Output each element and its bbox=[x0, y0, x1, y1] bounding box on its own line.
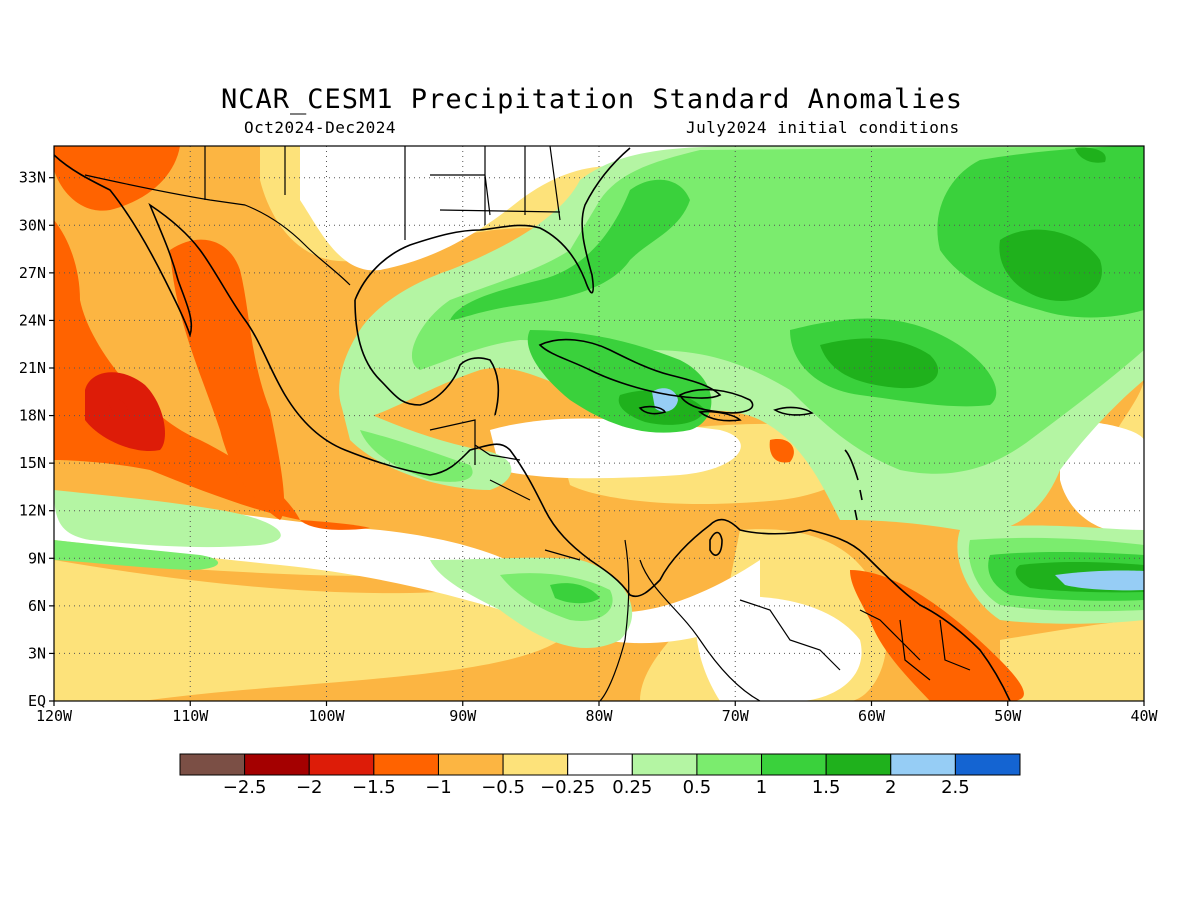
lat-tick-label: 18N bbox=[19, 407, 46, 425]
colorbar-swatch bbox=[502, 753, 569, 776]
lat-tick-label: 3N bbox=[28, 644, 46, 662]
colorbar-swatch bbox=[373, 753, 439, 776]
lat-tick-label: 9N bbox=[28, 549, 46, 567]
colorbar-label: 0.25 bbox=[612, 777, 652, 798]
latitude-axis: 33N 30N 27N 24N 21N 18N 15N 12N 9N 6N 3N EQ bbox=[19, 169, 54, 710]
anomaly-field bbox=[54, 146, 1144, 701]
lat-tick-label: EQ bbox=[28, 692, 46, 710]
lon-tick-label: 70W bbox=[722, 707, 750, 725]
anomaly-band-orange bbox=[300, 520, 370, 530]
colorbar-label: 2 bbox=[885, 777, 896, 798]
lon-tick-label: 100W bbox=[308, 707, 345, 725]
longitude-axis: 120W 110W 100W 90W 80W 70W 60W 50W 40W bbox=[36, 701, 1159, 725]
map-gridlines bbox=[54, 146, 1144, 701]
colorbar-label: −0.25 bbox=[540, 777, 595, 798]
colorbar-label: −2 bbox=[296, 777, 323, 798]
anomaly-band-light-green bbox=[54, 490, 281, 548]
anomaly-band-pale-yellow bbox=[54, 560, 576, 701]
anomaly-band-neutral bbox=[696, 596, 862, 701]
colorbar-swatch bbox=[179, 753, 246, 776]
anomaly-band-dark-green bbox=[1075, 147, 1106, 163]
colorbar-label: −2.5 bbox=[223, 777, 267, 798]
colorbar-label: 2.5 bbox=[941, 777, 970, 798]
colorbar-label: 1.5 bbox=[812, 777, 841, 798]
colorbar: −2.5 −2 −1.5 −1 −0.5 −0.25 0.25 0.5 1 1.5 2 2.5 bbox=[179, 753, 1021, 798]
colorbar-swatch bbox=[631, 753, 698, 776]
colorbar-swatch bbox=[244, 753, 310, 776]
anomaly-band-light-blue bbox=[652, 388, 678, 412]
anomaly-band-neutral bbox=[1060, 420, 1144, 533]
lon-tick-label: 40W bbox=[1130, 707, 1158, 725]
lon-tick-label: 120W bbox=[36, 707, 73, 725]
colorbar-label: −1 bbox=[425, 777, 452, 798]
lon-tick-label: 80W bbox=[585, 707, 613, 725]
anomaly-band-red bbox=[108, 397, 129, 417]
lon-tick-label: 110W bbox=[172, 707, 209, 725]
colorbar-label: 1 bbox=[756, 777, 767, 798]
colorbar-swatch bbox=[890, 753, 956, 776]
lat-tick-label: 30N bbox=[19, 216, 46, 234]
anomaly-band-orange bbox=[769, 439, 794, 463]
forecast-period: Oct2024-Dec2024 bbox=[244, 118, 396, 137]
anomaly-band-neutral bbox=[490, 418, 741, 479]
colorbar-label: −1.5 bbox=[352, 777, 396, 798]
lat-tick-label: 21N bbox=[19, 359, 46, 377]
anomaly-band-orange bbox=[54, 146, 180, 211]
anomaly-band-medium-green bbox=[450, 179, 690, 320]
lon-tick-label: 50W bbox=[994, 707, 1022, 725]
colorbar-swatch bbox=[825, 753, 892, 776]
colorbar-swatch bbox=[567, 753, 633, 776]
anomaly-band-pale-yellow bbox=[1000, 620, 1144, 701]
lat-tick-label: 27N bbox=[19, 264, 46, 282]
anomaly-band-medium-green bbox=[550, 583, 600, 604]
colorbar-swatch bbox=[761, 753, 827, 776]
anomaly-band-dark-green bbox=[999, 229, 1102, 301]
country-borders bbox=[54, 146, 971, 701]
lon-tick-label: 60W bbox=[858, 707, 886, 725]
lat-tick-label: 33N bbox=[19, 169, 46, 187]
colorbar-swatch bbox=[696, 753, 763, 776]
lat-tick-label: 15N bbox=[19, 454, 46, 472]
lat-tick-label: 6N bbox=[28, 597, 46, 615]
colorbar-swatch bbox=[954, 753, 1021, 776]
lat-tick-label: 24N bbox=[19, 311, 46, 329]
colorbar-label: 0.5 bbox=[683, 777, 712, 798]
lat-tick-label: 12N bbox=[19, 502, 46, 520]
anomaly-band-dark-green bbox=[820, 338, 939, 389]
anomaly-band-green bbox=[54, 540, 219, 570]
colorbar-swatch bbox=[308, 753, 375, 776]
colorbar-label: −0.5 bbox=[481, 777, 525, 798]
map-title: NCAR_CESM1 Precipitation Standard Anomal… bbox=[221, 84, 963, 115]
lon-tick-label: 90W bbox=[449, 707, 477, 725]
anomaly-band-green bbox=[360, 430, 473, 482]
coastlines bbox=[54, 147, 1011, 701]
anomaly-band-orange bbox=[170, 239, 285, 520]
anomaly-band-orange bbox=[850, 570, 1024, 701]
initial-conditions: July2024 initial conditions bbox=[686, 118, 960, 137]
colorbar-swatch bbox=[437, 753, 504, 776]
anomaly-band-light-blue bbox=[1055, 570, 1144, 591]
anomaly-band-orange bbox=[54, 220, 300, 520]
